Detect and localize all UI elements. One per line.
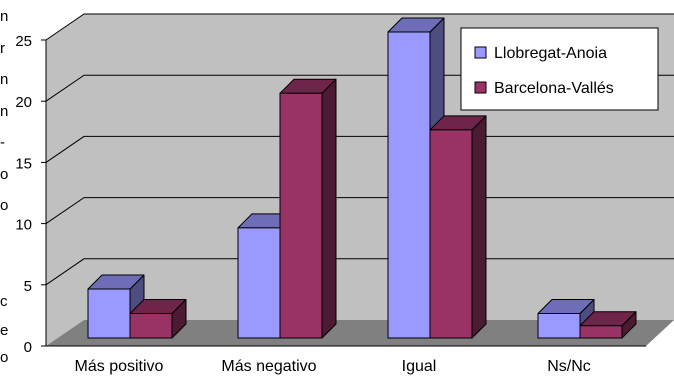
gridline: [45, 13, 674, 41]
y-tick-label: 5: [24, 278, 32, 295]
legend-box: [460, 27, 659, 111]
bar-front: [237, 227, 281, 339]
edge-letter: n: [0, 71, 8, 88]
edge-letter: n: [0, 8, 8, 25]
legend-label-barcelona: Barcelona-Vallés: [494, 80, 614, 97]
bar-front: [537, 313, 581, 339]
edge-text-group: n r n n - o o c e o: [0, 8, 8, 366]
bars: [87, 17, 637, 339]
bar-front: [579, 325, 623, 339]
bar-1-1: [279, 78, 337, 339]
x-category-label: Más negativo: [221, 358, 316, 375]
x-category-label: Ns/Nc: [547, 358, 591, 375]
bar-front: [129, 313, 173, 339]
side-wall: [46, 14, 84, 346]
legend: Llobregat-Anoia Barcelona-Vallés: [460, 27, 659, 111]
legend-swatch-llobregat: [474, 46, 487, 59]
x-category-label: Más positivo: [75, 358, 164, 375]
bar-1-2: [429, 115, 487, 339]
edge-letter: o: [0, 197, 8, 214]
edge-letter: r: [0, 40, 5, 57]
bar-front: [87, 288, 131, 339]
y-tick-label: 20: [15, 94, 32, 111]
bar-1-3: [579, 311, 637, 339]
y-axis: 0 5 10 15 20 25: [15, 33, 46, 356]
x-category-label: Igual: [402, 358, 437, 375]
y-tick-label: 0: [24, 339, 32, 356]
edge-letter: -: [0, 134, 5, 151]
bar-side: [471, 115, 487, 339]
edge-letter: n: [0, 103, 8, 120]
bar-front: [387, 31, 431, 339]
y-tick-label: 15: [15, 155, 32, 172]
edge-letter: e: [0, 322, 8, 339]
bar-1-0: [129, 299, 187, 339]
bar-front: [429, 129, 473, 339]
edge-letter: c: [0, 293, 8, 310]
x-axis: Más positivo Más negativo Igual Ns/Nc: [75, 358, 591, 375]
y-tick-label: 10: [15, 217, 32, 234]
bar-front: [279, 92, 323, 339]
edge-letter: o: [0, 349, 8, 366]
y-tick-label: 25: [15, 33, 32, 50]
legend-swatch-barcelona: [474, 81, 487, 94]
legend-label-llobregat: Llobregat-Anoia: [494, 45, 607, 62]
floor: [46, 320, 674, 346]
edge-letter: o: [0, 166, 8, 183]
bar-side: [321, 78, 337, 339]
